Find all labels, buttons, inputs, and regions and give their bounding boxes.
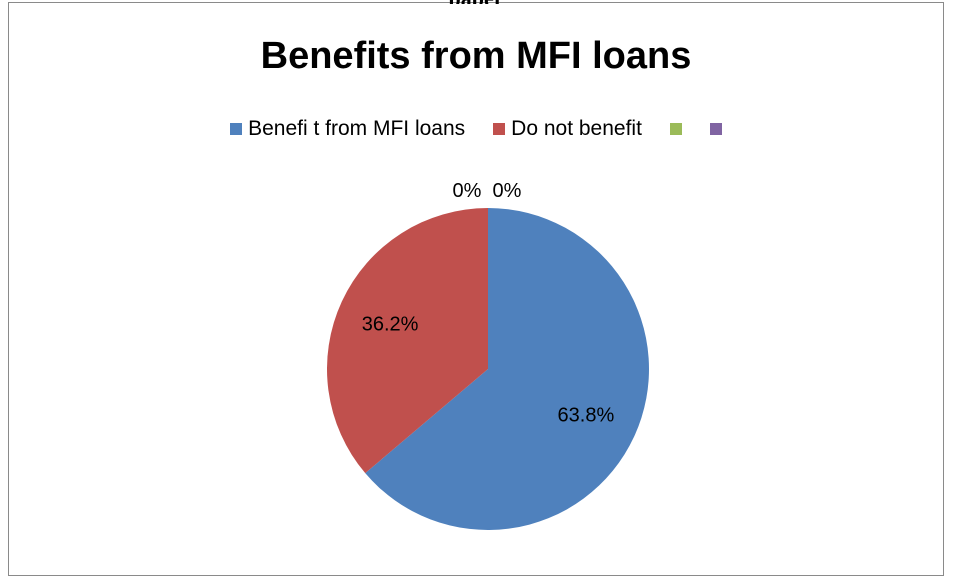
chart-frame: paper Benefits from MFI loans Benefi t f… [8, 0, 944, 576]
data-label-3: 0% [453, 180, 482, 202]
page-fragment-text: paper [9, 0, 943, 4]
pie-data-labels: 63.8% 36.2% 0% 0% [362, 180, 615, 426]
legend-item-benefit: Benefi t from MFI loans [230, 117, 465, 141]
legend-label-no-benefit: Do not benefit [511, 117, 642, 140]
chart-title: Benefits from MFI loans [260, 35, 692, 77]
data-label-2: 36.2% [362, 314, 419, 336]
legend-item-series-4 [709, 123, 722, 135]
pie-slices [327, 208, 650, 530]
pie-slice-2 [327, 208, 488, 474]
legend-swatch-benefit [230, 123, 243, 135]
chart-legend: Benefi t from MFI loans Do not benefit [9, 117, 943, 141]
data-label-4: 0% [493, 180, 522, 202]
legend-swatch-no-benefit [493, 123, 506, 135]
pie-slice-1 [365, 208, 650, 530]
data-label-1: 63.8% [558, 404, 615, 426]
legend-swatch-series-4 [709, 123, 722, 135]
pie-chart: 63.8% 36.2% 0% 0% [327, 180, 650, 530]
legend-label-benefit: Benefi t from MFI loans [248, 117, 466, 140]
legend-swatch-series-3 [669, 123, 682, 135]
legend-item-no-benefit: Do not benefit [493, 117, 642, 141]
legend-item-series-3 [669, 123, 682, 135]
